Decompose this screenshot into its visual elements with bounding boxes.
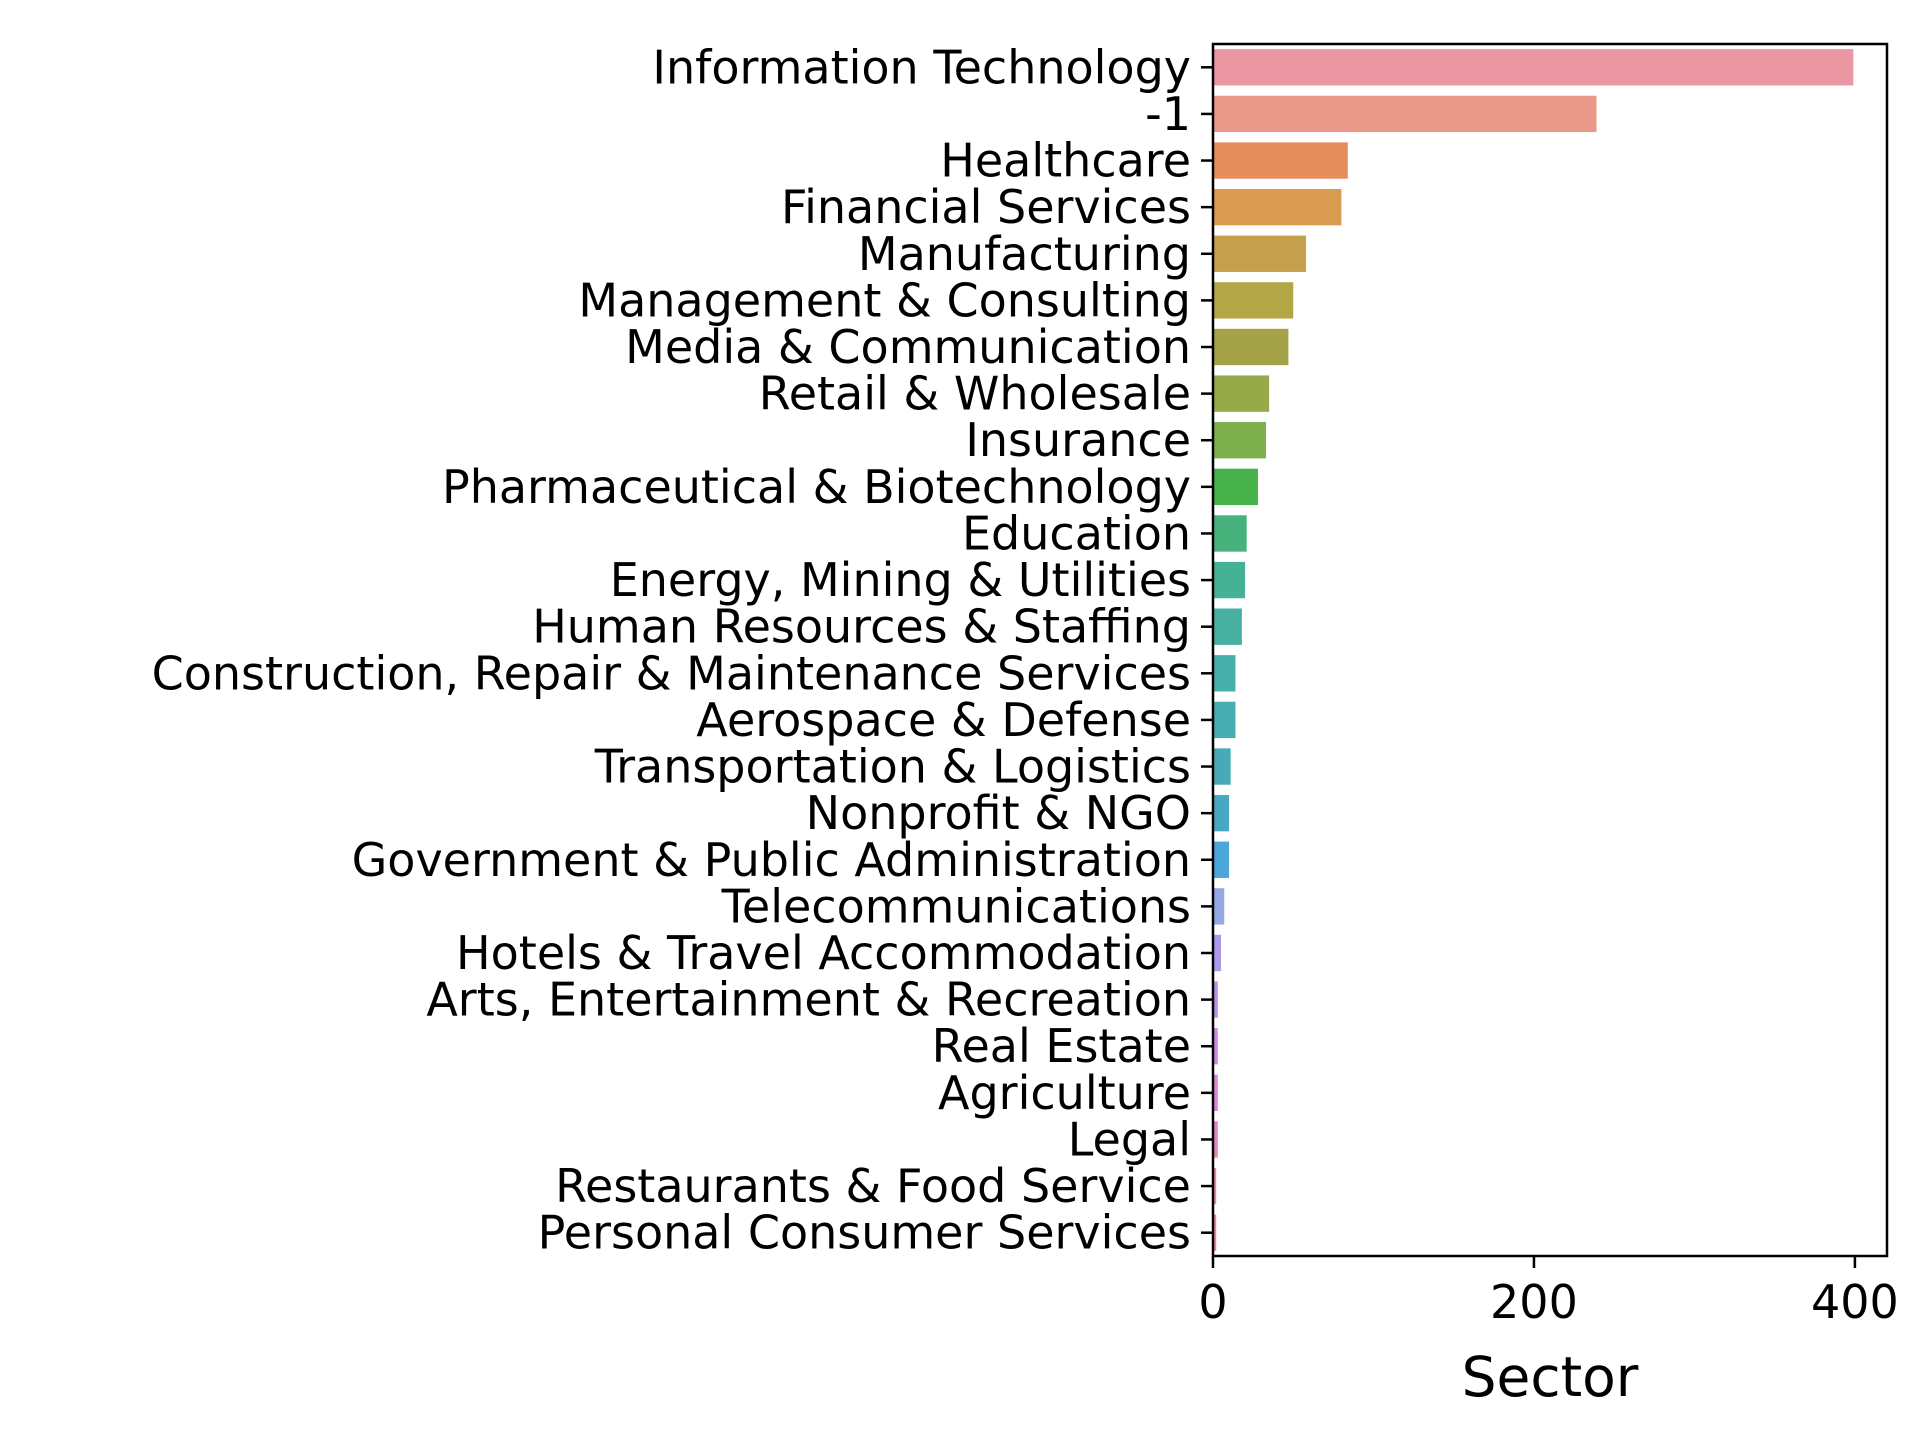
bar-arts-entertainment-recreation [1213, 981, 1218, 1018]
y-tick-label: Construction, Repair & Maintenance Servi… [152, 646, 1191, 700]
bar-personal-consumer-services [1213, 1214, 1217, 1251]
y-tick-label: Arts, Entertainment & Recreation [426, 973, 1191, 1027]
y-tick-label: Management & Consulting [578, 273, 1191, 327]
y-tick-label: Transportation & Logistics [594, 740, 1191, 794]
bar-energy-mining-utilities [1213, 561, 1246, 599]
y-tick-label: Restaurants & Food Service [555, 1159, 1191, 1213]
bar-information-technology [1213, 49, 1854, 86]
y-tick-label: Education [962, 506, 1191, 560]
bars-layer [1213, 49, 1854, 1251]
y-tick-label: Legal [1068, 1112, 1191, 1166]
y-tick-label: Aerospace & Defense [696, 693, 1191, 747]
y-tick-label: Agriculture [938, 1066, 1191, 1120]
bar-education [1213, 515, 1247, 552]
bar-construction-repair-maintenance-services [1213, 655, 1236, 692]
y-tick-label: Personal Consumer Services [538, 1206, 1191, 1260]
x-tick-label: 200 [1490, 1275, 1578, 1329]
y-tick-label: Energy, Mining & Utilities [610, 553, 1191, 607]
y-axis-ticks: Information Technology-1HealthcareFinanc… [152, 40, 1213, 1260]
y-tick-label: Media & Communication [625, 320, 1191, 374]
x-tick-label: 0 [1198, 1275, 1227, 1329]
y-tick-label: Real Estate [932, 1019, 1191, 1073]
y-tick-label: -1 [1145, 87, 1191, 141]
x-axis-title: Sector [1462, 1345, 1639, 1409]
y-tick-label: Pharmaceutical & Biotechnology [442, 460, 1191, 514]
bar-transportation-logistics [1213, 748, 1231, 785]
bar-healthcare [1213, 142, 1348, 179]
bar-1 [1213, 95, 1597, 133]
y-tick-label: Information Technology [652, 40, 1191, 94]
y-tick-label: Manufacturing [858, 227, 1191, 281]
y-tick-label: Healthcare [940, 134, 1191, 188]
bar-hotels-travel-accommodation [1213, 934, 1222, 972]
x-tick-label: 400 [1811, 1275, 1899, 1329]
bar-media-communication [1213, 328, 1289, 366]
bar-agriculture [1213, 1074, 1218, 1112]
bar-legal [1213, 1121, 1218, 1158]
bar-manufacturing [1213, 235, 1307, 272]
bar-telecommunications [1213, 888, 1225, 925]
x-axis-ticks: 0 200 400 [1198, 1256, 1899, 1329]
y-tick-label: Government & Public Administration [352, 833, 1191, 887]
bar-financial-services [1213, 188, 1342, 226]
bar-aerospace-defense [1213, 701, 1236, 739]
bar-retail-wholesale [1213, 375, 1270, 412]
y-tick-label: Nonprofit & NGO [806, 786, 1191, 840]
bar-management-consulting [1213, 282, 1294, 319]
y-tick-label: Hotels & Travel Accommodation [456, 926, 1191, 980]
y-tick-label: Telecommunications [721, 879, 1191, 933]
plot-frame [1211, 42, 1889, 1258]
bar-insurance [1213, 422, 1266, 459]
y-tick-label: Retail & Wholesale [759, 367, 1191, 421]
y-tick-label: Insurance [965, 413, 1191, 467]
y-tick-label: Financial Services [781, 180, 1191, 234]
bar-pharmaceutical-biotechnology [1213, 468, 1258, 506]
bar-government-public-administration [1213, 841, 1230, 878]
bar-real-estate [1213, 1028, 1218, 1065]
bar-restaurants-food-service [1213, 1167, 1217, 1205]
bar-human-resources-staffing [1213, 608, 1242, 645]
y-tick-label: Human Resources & Staffing [532, 600, 1191, 654]
bar-nonprofit-ngo [1213, 794, 1230, 832]
